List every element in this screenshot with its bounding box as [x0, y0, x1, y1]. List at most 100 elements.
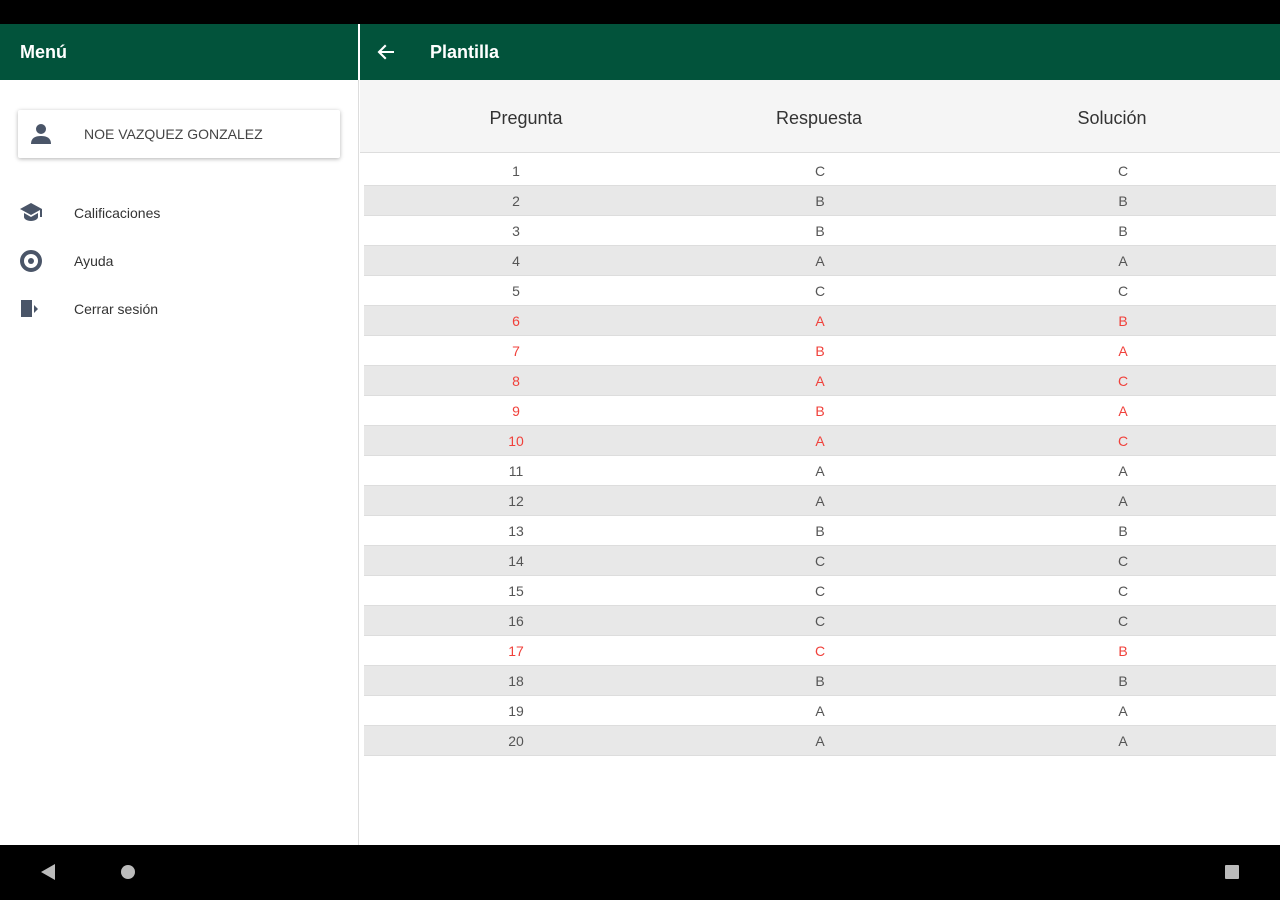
table-cell: C [1117, 163, 1129, 179]
menu-item[interactable]: Calificaciones [74, 205, 161, 221]
table-cell: 15 [508, 583, 524, 599]
divider [358, 80, 359, 845]
logout-icon [21, 300, 38, 317]
table-cell: C [814, 283, 826, 299]
table-cell: A [1118, 463, 1128, 479]
table-cell: C [1117, 613, 1129, 629]
table-row [364, 276, 1276, 306]
table-cell: B [1118, 643, 1128, 659]
nav-home[interactable] [120, 864, 136, 880]
table-row [364, 156, 1276, 186]
table-row [364, 666, 1276, 696]
table-row [364, 216, 1276, 246]
table-cell: C [814, 583, 826, 599]
back-button[interactable] [376, 42, 396, 62]
table-cell: 19 [508, 703, 524, 719]
table-row [364, 636, 1276, 666]
table-cell: C [814, 163, 826, 179]
app-bar: Plantilla [360, 24, 1280, 80]
table-cell: B [1118, 223, 1128, 239]
table-cell: 1 [512, 163, 520, 179]
table-cell: 11 [508, 463, 524, 479]
table-row [364, 186, 1276, 216]
table-cell: A [1118, 343, 1128, 359]
table-cell: 5 [512, 283, 520, 299]
table-cell: B [1118, 523, 1128, 539]
table-cell: A [1118, 493, 1128, 509]
table-cell: 2 [512, 193, 520, 209]
table-row [364, 546, 1276, 576]
table-row [364, 516, 1276, 546]
table-cell: B [1118, 313, 1128, 329]
grades-icon [20, 203, 42, 221]
table-cell: B [815, 403, 825, 419]
table-row [364, 486, 1276, 516]
table-cell: 13 [508, 523, 524, 539]
table-cell: 4 [512, 253, 520, 269]
table-row [364, 246, 1276, 276]
table-row [364, 366, 1276, 396]
table-row [364, 696, 1276, 726]
table-cell: 10 [508, 433, 524, 449]
table-cell: B [815, 193, 825, 209]
table-row [364, 456, 1276, 486]
table-cell: C [1117, 373, 1129, 389]
table-cell: B [815, 523, 825, 539]
table-cell: 16 [508, 613, 524, 629]
nav-recents[interactable] [1224, 864, 1240, 880]
user-icon [31, 124, 51, 144]
table-row [364, 726, 1276, 756]
table-row [364, 606, 1276, 636]
help-icon [20, 250, 42, 272]
table-cell: A [815, 253, 825, 269]
column-header: Pregunta [489, 108, 563, 128]
table-cell: B [815, 673, 825, 689]
table-cell: C [814, 613, 826, 629]
table-cell: C [814, 553, 826, 569]
table-header [360, 80, 1280, 153]
table-cell: 18 [508, 673, 524, 689]
table-cell: C [1117, 283, 1129, 299]
nav-bar [0, 845, 1280, 900]
table-cell: 7 [512, 343, 520, 359]
table-cell: A [815, 463, 825, 479]
table-cell: A [1118, 403, 1128, 419]
table-cell: B [815, 343, 825, 359]
menu-item[interactable]: Ayuda [74, 253, 114, 269]
table-cell: A [815, 733, 825, 749]
table-row [364, 306, 1276, 336]
table-cell: C [1117, 553, 1129, 569]
column-header: Respuesta [775, 108, 863, 128]
table-cell: 12 [508, 493, 524, 509]
table-cell: A [1118, 733, 1128, 749]
user-name: NOE VAZQUEZ GONZALEZ [84, 126, 263, 142]
table-cell: 20 [508, 733, 524, 749]
table-cell: 6 [512, 313, 520, 329]
table-row [364, 426, 1276, 456]
table-cell: A [815, 493, 825, 509]
table-cell: B [815, 223, 825, 239]
table-cell: 14 [508, 553, 524, 569]
status-bar [0, 0, 1280, 24]
table-cell: 17 [508, 643, 524, 659]
table-row [364, 576, 1276, 606]
table-cell: 9 [512, 403, 520, 419]
menu-header: Menú [0, 24, 358, 80]
table-row [364, 336, 1276, 366]
nav-back[interactable] [40, 863, 56, 881]
table-cell: 3 [512, 223, 520, 239]
table-cell: B [1118, 673, 1128, 689]
menu-item[interactable]: Cerrar sesión [74, 301, 159, 317]
table-row [364, 396, 1276, 426]
table-cell: C [1117, 433, 1129, 449]
user-card[interactable]: NOE VAZQUEZ GONZALEZ [18, 110, 340, 158]
table-cell: A [1118, 253, 1128, 269]
table-cell: A [1118, 703, 1128, 719]
table-cell: C [814, 643, 826, 659]
table-cell: A [815, 703, 825, 719]
column-header: Solución [1077, 108, 1147, 128]
table-cell: A [815, 373, 825, 389]
table-cell: 8 [512, 373, 520, 389]
table-cell: B [1118, 193, 1128, 209]
